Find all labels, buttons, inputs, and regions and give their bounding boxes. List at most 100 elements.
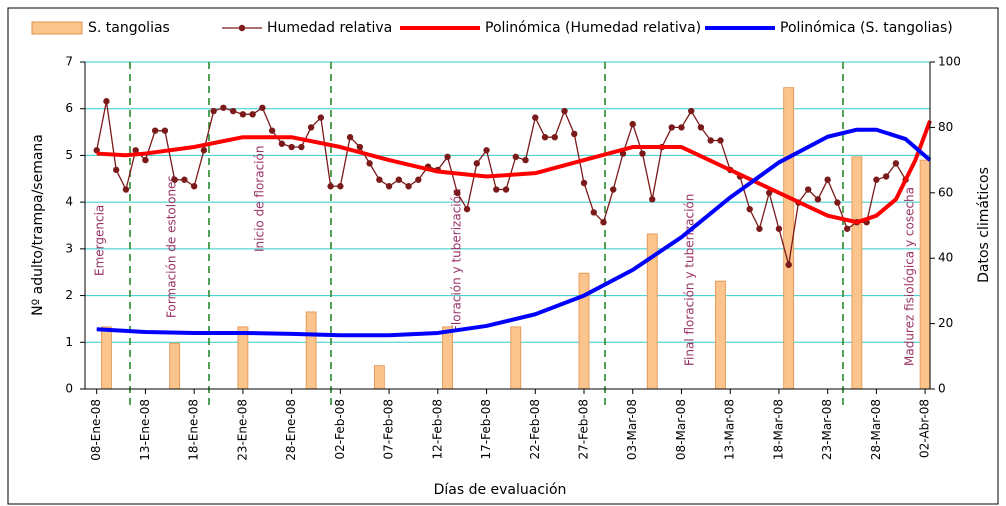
marker: [181, 176, 188, 183]
marker: [512, 153, 519, 161]
y-tick-label: 4: [65, 195, 73, 209]
marker: [298, 143, 305, 151]
marker: [522, 156, 529, 164]
trend-line: [96, 127, 932, 338]
marker: [678, 124, 685, 131]
marker: [775, 225, 783, 232]
legend-swatch: [31, 21, 83, 35]
marker: [824, 176, 831, 183]
bar: [442, 326, 453, 390]
y-tick-label: 6: [65, 101, 73, 115]
marker: [756, 225, 763, 232]
marker: [190, 183, 198, 190]
marker: [717, 137, 724, 144]
marker: [200, 147, 208, 154]
y-tick-label: 1: [65, 335, 73, 349]
x-tick-label: 23-Ene-08: [235, 399, 249, 461]
x-tick-label: 02-Feb-08: [333, 399, 347, 459]
marker: [483, 147, 490, 154]
y2-tick-label: 80: [938, 120, 953, 134]
marker: [649, 196, 656, 203]
marker: [493, 186, 500, 193]
marker: [541, 134, 549, 141]
marker: [337, 183, 344, 190]
marker: [356, 143, 364, 151]
trend-line: [96, 120, 932, 225]
marker: [502, 186, 510, 193]
marker: [590, 209, 597, 216]
x-tick-label: 23-Mar-08: [820, 399, 834, 460]
marker: [697, 124, 705, 131]
marker: [210, 107, 217, 115]
marker: [268, 127, 276, 134]
y2-tick-label: 100: [938, 55, 961, 69]
marker: [405, 183, 412, 190]
x-tick-label: 13-Mar-08: [723, 399, 737, 460]
y-tick-label: 2: [65, 288, 73, 302]
marker: [610, 186, 617, 193]
phase-annotation: Floración y tuberización: [450, 188, 464, 332]
marker: [892, 160, 900, 167]
marker: [395, 176, 403, 183]
marker: [765, 189, 773, 196]
marker: [132, 147, 139, 154]
marker: [239, 111, 247, 118]
marker: [551, 134, 558, 141]
marker: [873, 176, 880, 183]
marker: [580, 179, 588, 187]
phase-annotation: Final floración y tuberización: [683, 194, 697, 366]
marker: [629, 120, 636, 128]
marker: [103, 98, 110, 105]
marker: [112, 166, 120, 174]
legend-label: Polinómica (Humedad relativa): [485, 20, 701, 36]
phase-annotation: Formación de estolones: [165, 175, 179, 318]
y-tick-label: 5: [65, 148, 73, 162]
marker: [444, 153, 451, 161]
marker: [463, 205, 471, 213]
marker: [834, 199, 841, 206]
marker: [473, 160, 480, 167]
marker: [804, 186, 812, 193]
y2-tick-label: 40: [938, 251, 953, 265]
y-tick-label: 7: [65, 55, 73, 69]
x-tick-label: 18-Ene-08: [187, 399, 201, 461]
bar: [715, 280, 726, 390]
marker: [327, 183, 334, 190]
marker: [688, 107, 695, 115]
marker: [454, 189, 461, 196]
x-tick-label: 02-Abr-08: [918, 399, 932, 458]
bar: [851, 156, 863, 390]
marker: [814, 196, 822, 203]
marker: [307, 124, 315, 131]
bar: [237, 326, 249, 390]
marker: [249, 111, 256, 118]
legend-label: S. tangolias: [88, 20, 170, 36]
y-axis-title: Nº adulto/trampa/semana: [30, 134, 46, 316]
y-tick-label: 0: [65, 382, 73, 396]
bar: [373, 365, 385, 390]
y2-tick-label: 20: [938, 316, 953, 330]
y2-tick-label: 0: [938, 382, 946, 396]
x-tick-label: 08-Mar-08: [674, 399, 688, 460]
x-tick-label: 28-Mar-08: [869, 399, 883, 460]
marker: [259, 104, 266, 111]
x-tick-label: 08-Ene-08: [89, 399, 103, 461]
marker: [376, 176, 383, 183]
marker: [600, 219, 607, 226]
marker: [385, 183, 393, 190]
marker: [346, 134, 354, 141]
bar: [305, 311, 317, 390]
legend-swatch: [238, 24, 246, 32]
marker: [561, 107, 568, 115]
marker: [532, 114, 539, 121]
marker: [161, 127, 169, 134]
marker: [288, 143, 295, 151]
x-tick-label: 22-Feb-08: [528, 399, 542, 459]
marker: [317, 114, 325, 121]
phase-annotation: Inicio de floración: [253, 146, 267, 252]
legend-label: Polinómica (S. tangolias): [780, 20, 953, 36]
marker: [151, 127, 159, 134]
chart-frame: [7, 7, 999, 505]
marker: [171, 176, 178, 183]
bar: [578, 272, 590, 390]
